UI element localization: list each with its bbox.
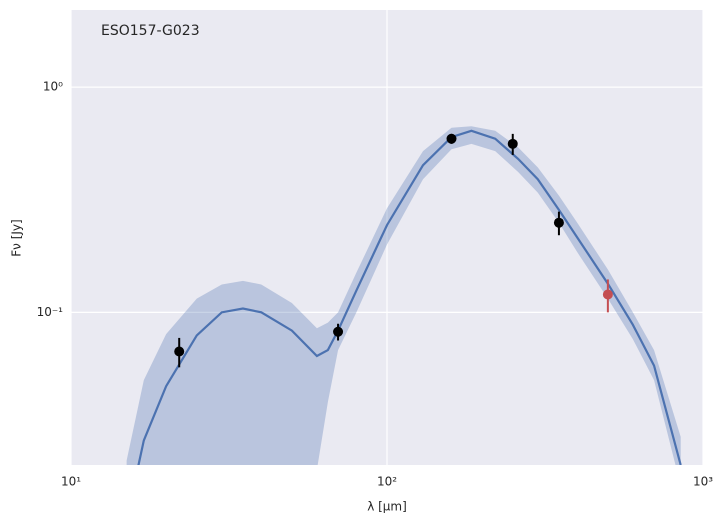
x-tick-label: 10³ [693, 475, 713, 489]
data-point [553, 217, 564, 228]
y-tick-label: 10⁻¹ [37, 305, 64, 319]
model-band [126, 126, 681, 465]
data-point [174, 346, 185, 357]
plot-area [126, 126, 682, 465]
data-point [507, 138, 518, 149]
y-tick-label: 10⁰ [43, 80, 63, 94]
x-tick-label: 10² [377, 475, 397, 489]
y-axis-label: Fν [Jy] [10, 219, 24, 256]
chart-title: ESO157-G023 [101, 23, 200, 39]
data-point [333, 326, 344, 337]
x-axis-label: λ [μm] [367, 500, 407, 514]
points [174, 133, 613, 368]
data-point [602, 289, 613, 300]
data-point [446, 133, 457, 144]
grid [70, 10, 704, 465]
model-line [137, 129, 682, 465]
x-tick-label: 10¹ [61, 475, 81, 489]
